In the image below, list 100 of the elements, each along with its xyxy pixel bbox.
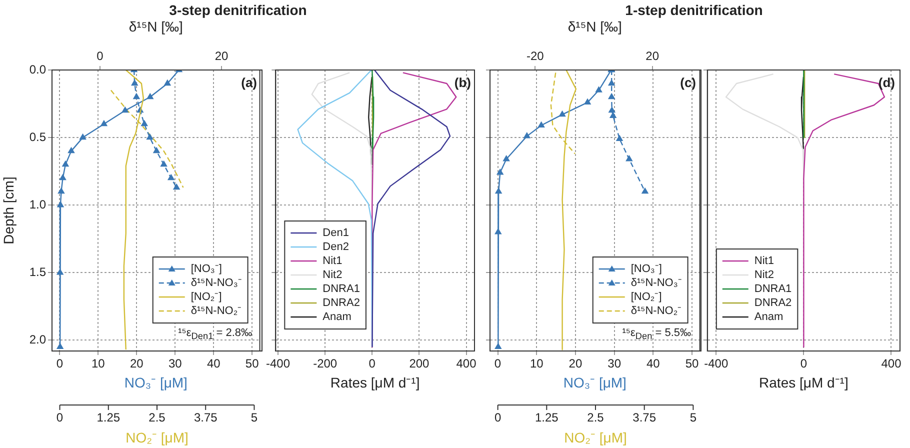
point bbox=[131, 80, 138, 86]
x-axis-title: NO₃⁻ [μM] bbox=[563, 374, 626, 390]
x2-tick-label: -20 bbox=[526, 49, 544, 64]
x-axis-title: NO₂⁻ [μM] bbox=[126, 429, 188, 446]
point bbox=[494, 343, 502, 350]
x-tick-label: 1.25 bbox=[534, 410, 559, 425]
annotation: ¹⁵ε$_{Den}$ = 5.5‰ bbox=[622, 327, 691, 342]
point bbox=[626, 156, 632, 162]
x-tick-label: 0 bbox=[56, 410, 64, 425]
point bbox=[494, 228, 502, 234]
legend-label: DNRA2 bbox=[322, 297, 360, 310]
x-tick-label: 5 bbox=[250, 410, 258, 425]
x-tick-label: 30 bbox=[168, 356, 182, 371]
x-tick-label: 10 bbox=[92, 356, 106, 371]
x-tick-label: 5 bbox=[690, 410, 697, 425]
x-tick-label: -400 bbox=[266, 356, 290, 371]
x-tick-label: 50 bbox=[685, 356, 700, 371]
legend-label: DNRA1 bbox=[322, 283, 360, 296]
x-tick-label: 0 bbox=[800, 356, 808, 371]
point bbox=[608, 93, 615, 100]
x-axis-title: NO₂⁻ [μM] bbox=[564, 429, 627, 446]
y-tick-label: 2.0 bbox=[29, 332, 46, 347]
legend-label: [NO₃⁻] bbox=[190, 263, 222, 276]
point bbox=[495, 188, 502, 194]
x-tick-label: 30 bbox=[608, 356, 622, 371]
y-axis-title: Depth [cm] bbox=[0, 176, 16, 244]
x2-tick-label: 20 bbox=[214, 49, 229, 64]
y-tick-label: 0.0 bbox=[29, 62, 46, 76]
point bbox=[610, 112, 616, 118]
x-axis-title: Rates [μM d⁻¹] bbox=[330, 374, 420, 390]
legend-label: Anam bbox=[322, 311, 352, 324]
annotation: (c) bbox=[680, 75, 696, 90]
x-tick-label: 2.5 bbox=[148, 410, 166, 425]
legend-label: Nit1 bbox=[322, 255, 342, 268]
legend-label: [NO₃⁻] bbox=[630, 263, 662, 276]
x-axis-title: Rates [μM d⁻¹] bbox=[759, 374, 848, 390]
y-tick-label: 0.5 bbox=[29, 130, 46, 144]
x-tick-label: 0 bbox=[56, 356, 64, 371]
x2-axis-title: δ¹⁵N [‰] bbox=[128, 18, 183, 34]
text: [NO₂⁻] bbox=[630, 291, 662, 304]
y-tick-label: 1.5 bbox=[29, 264, 46, 279]
x-tick-label: 400 bbox=[881, 356, 902, 371]
legend-label: δ¹⁵N-NO₂⁻ bbox=[630, 305, 682, 318]
point bbox=[133, 93, 140, 100]
annotation: (b) bbox=[454, 75, 471, 90]
x-tick-label: -200 bbox=[313, 356, 338, 371]
legend-label: Nit2 bbox=[754, 269, 774, 282]
x-tick-label: 2.5 bbox=[587, 410, 604, 425]
point bbox=[584, 98, 591, 105]
chart-title: 3-step denitrification bbox=[168, 2, 308, 18]
legend-label: Den1 bbox=[322, 227, 349, 240]
point bbox=[596, 86, 602, 92]
x-tick-label: 0 bbox=[368, 356, 376, 371]
point bbox=[608, 106, 616, 113]
point bbox=[608, 80, 615, 86]
x-tick-label: 40 bbox=[646, 356, 660, 371]
y-tick-label: 1.0 bbox=[29, 197, 46, 212]
point bbox=[160, 160, 167, 167]
legend-label: Anam bbox=[754, 311, 784, 324]
legend-label: DNRA1 bbox=[754, 283, 792, 296]
x-tick-label: 200 bbox=[409, 356, 430, 371]
x-tick-label: 400 bbox=[456, 356, 477, 371]
point bbox=[503, 156, 510, 162]
legend-label: Nit2 bbox=[322, 269, 342, 282]
point bbox=[496, 169, 504, 175]
legend-label: δ¹⁵N-NO₃⁻ bbox=[630, 277, 682, 290]
x-tick-label: 1.25 bbox=[96, 410, 120, 425]
legend-label: Nit1 bbox=[754, 255, 774, 268]
x2-tick-label: 20 bbox=[646, 49, 660, 64]
point bbox=[559, 110, 566, 117]
point bbox=[538, 122, 544, 128]
legend-label: δ¹⁵N-NO₃⁻ bbox=[190, 277, 242, 290]
x-tick-label: 0 bbox=[494, 410, 502, 425]
legend-label: δ¹⁵N-NO₂⁻ bbox=[190, 305, 242, 318]
point bbox=[642, 188, 648, 194]
text: [NO₂⁻] bbox=[190, 291, 222, 304]
point bbox=[173, 184, 180, 190]
point bbox=[524, 132, 530, 138]
x-axis-title: NO₃⁻ [μM] bbox=[124, 374, 188, 390]
x-tick-label: -400 bbox=[704, 356, 728, 371]
x-tick-label: 3.75 bbox=[632, 410, 656, 425]
x-tick-label: 10 bbox=[530, 356, 544, 371]
chart-title: 1-step denitrification bbox=[624, 2, 764, 18]
x-tick-label: 40 bbox=[206, 356, 221, 371]
legend-label: DNRA2 bbox=[754, 297, 792, 310]
x2-tick-label: 0 bbox=[96, 49, 104, 64]
annotation: (d) bbox=[878, 75, 895, 90]
point bbox=[616, 135, 623, 141]
x-tick-label: 3.75 bbox=[194, 410, 218, 425]
point bbox=[168, 174, 174, 180]
point bbox=[146, 134, 154, 140]
annotation: (a) bbox=[241, 75, 257, 90]
point bbox=[153, 147, 160, 154]
legend-label: Den2 bbox=[322, 241, 349, 254]
x-tick-label: 20 bbox=[568, 356, 582, 371]
annotation: ¹⁵ε$_{Den1}$ = 2.8‰ bbox=[178, 327, 252, 342]
x-tick-label: 50 bbox=[245, 356, 260, 371]
x-tick-label: 20 bbox=[130, 356, 144, 371]
x2-axis-title: δ¹⁵N [‰] bbox=[568, 18, 622, 34]
point bbox=[141, 120, 148, 126]
